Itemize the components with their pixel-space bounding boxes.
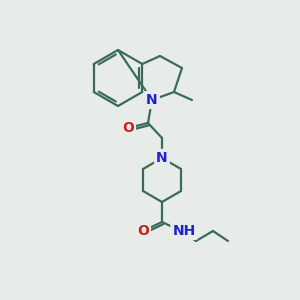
Text: O: O [137,224,149,238]
Text: NH: NH [172,224,196,238]
Text: N: N [156,151,168,165]
Text: O: O [122,121,134,135]
Text: N: N [146,93,158,107]
